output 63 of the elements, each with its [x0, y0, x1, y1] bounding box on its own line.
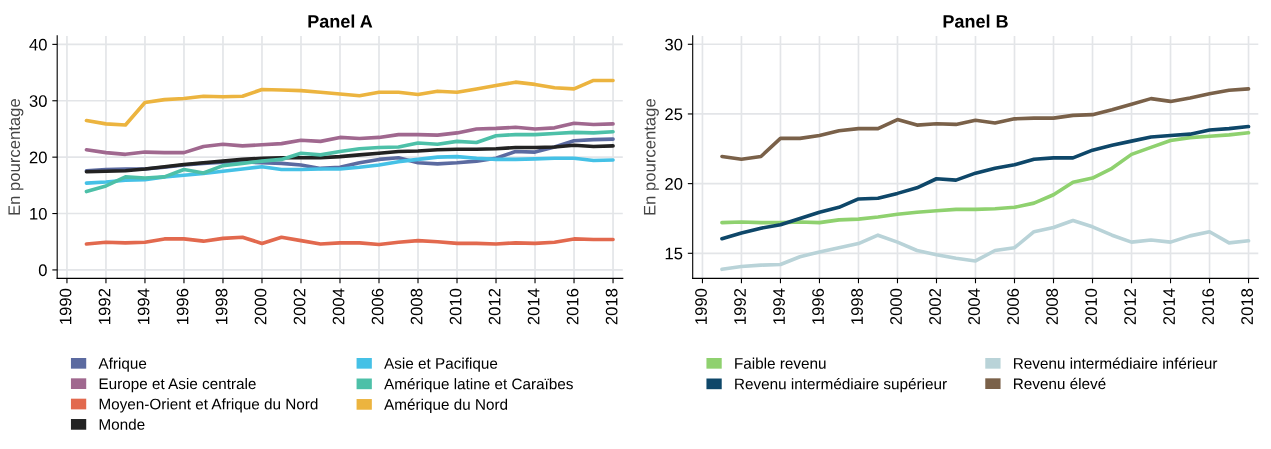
line-series: [720, 218, 1251, 272]
y-tick-label: 15: [665, 247, 683, 260]
y-tick-label: 25: [665, 108, 683, 121]
chart-title: Panel B: [943, 14, 1008, 28]
legend-label: Revenu intermédiaire supérieur: [735, 377, 947, 393]
y-tick-label: 20: [29, 151, 47, 164]
x-tick-label: 2000: [890, 288, 902, 325]
x-tick-label: 1990: [59, 288, 72, 324]
x-tick-label: 1994: [137, 288, 150, 324]
x-tick-label: 2010: [1085, 288, 1097, 325]
x-tick-label: 1996: [176, 288, 189, 324]
x-tick-label: 2002: [293, 288, 306, 325]
y-axis-title: En pourcentage: [643, 99, 659, 215]
y-tick-label: 10: [30, 207, 47, 220]
x-tick-label: 2006: [371, 288, 384, 325]
legend-label: Amérique du Nord: [384, 398, 508, 413]
x-tick-label: 1996: [812, 288, 824, 324]
legend-label: Europe et Asie centrale: [99, 377, 256, 393]
x-tick-label: 2004: [332, 288, 345, 325]
y-tick-label: 30: [665, 38, 683, 51]
x-tick-label: 1992: [98, 288, 111, 324]
legend-label: Monde: [99, 418, 145, 430]
line-series: [84, 121, 615, 157]
x-tick-label: 1990: [695, 288, 707, 324]
line-series: [720, 124, 1251, 241]
line-series: [84, 129, 615, 194]
x-tick-label: 2006: [1007, 288, 1019, 325]
line-series: [720, 87, 1251, 162]
chart-title: Panel A: [308, 14, 373, 28]
y-axis-title: En pourcentage: [8, 99, 24, 215]
legend-label: Asie et Pacifique: [384, 357, 498, 372]
line-series: [84, 143, 615, 174]
x-tick-label: 2016: [566, 288, 579, 325]
x-tick-label: 2014: [527, 288, 540, 325]
y-tick-label: 40: [29, 38, 47, 51]
x-tick-label: 2018: [605, 288, 618, 325]
x-tick-label: 2016: [1202, 288, 1215, 325]
x-tick-label: 2014: [1163, 288, 1175, 325]
legend-label: Amérique latine et Caraïbes: [384, 377, 573, 393]
y-tick-label: 0: [38, 264, 47, 277]
x-tick-label: 1998: [215, 288, 228, 324]
x-tick-label: 2008: [1046, 288, 1058, 325]
legend-label: Revenu intermédiaire inférieur: [1014, 357, 1218, 369]
x-tick-label: 2018: [1241, 288, 1254, 325]
x-tick-label: 2004: [968, 288, 980, 325]
x-tick-label: 1998: [851, 288, 863, 324]
legend-label: Moyen-Orient et Afrique du Nord: [99, 398, 318, 413]
x-tick-label: 2012: [1124, 288, 1136, 325]
line-series: [720, 130, 1251, 225]
y-tick-label: 20: [665, 178, 683, 190]
x-tick-label: 2010: [449, 288, 462, 325]
x-tick-label: 2000: [254, 288, 267, 325]
x-tick-label: 2012: [488, 288, 501, 325]
x-tick-label: 2002: [929, 288, 941, 325]
x-tick-label: 2008: [410, 288, 423, 325]
legend-label: Revenu élevé: [1014, 377, 1106, 390]
y-tick-label: 30: [29, 95, 47, 107]
line-series: [84, 235, 615, 247]
x-tick-label: 1992: [734, 288, 746, 324]
line-series: [84, 78, 615, 127]
legend-label: Afrique: [98, 357, 147, 372]
legend-label: Faible revenu: [735, 357, 826, 369]
x-tick-label: 1994: [773, 288, 785, 324]
